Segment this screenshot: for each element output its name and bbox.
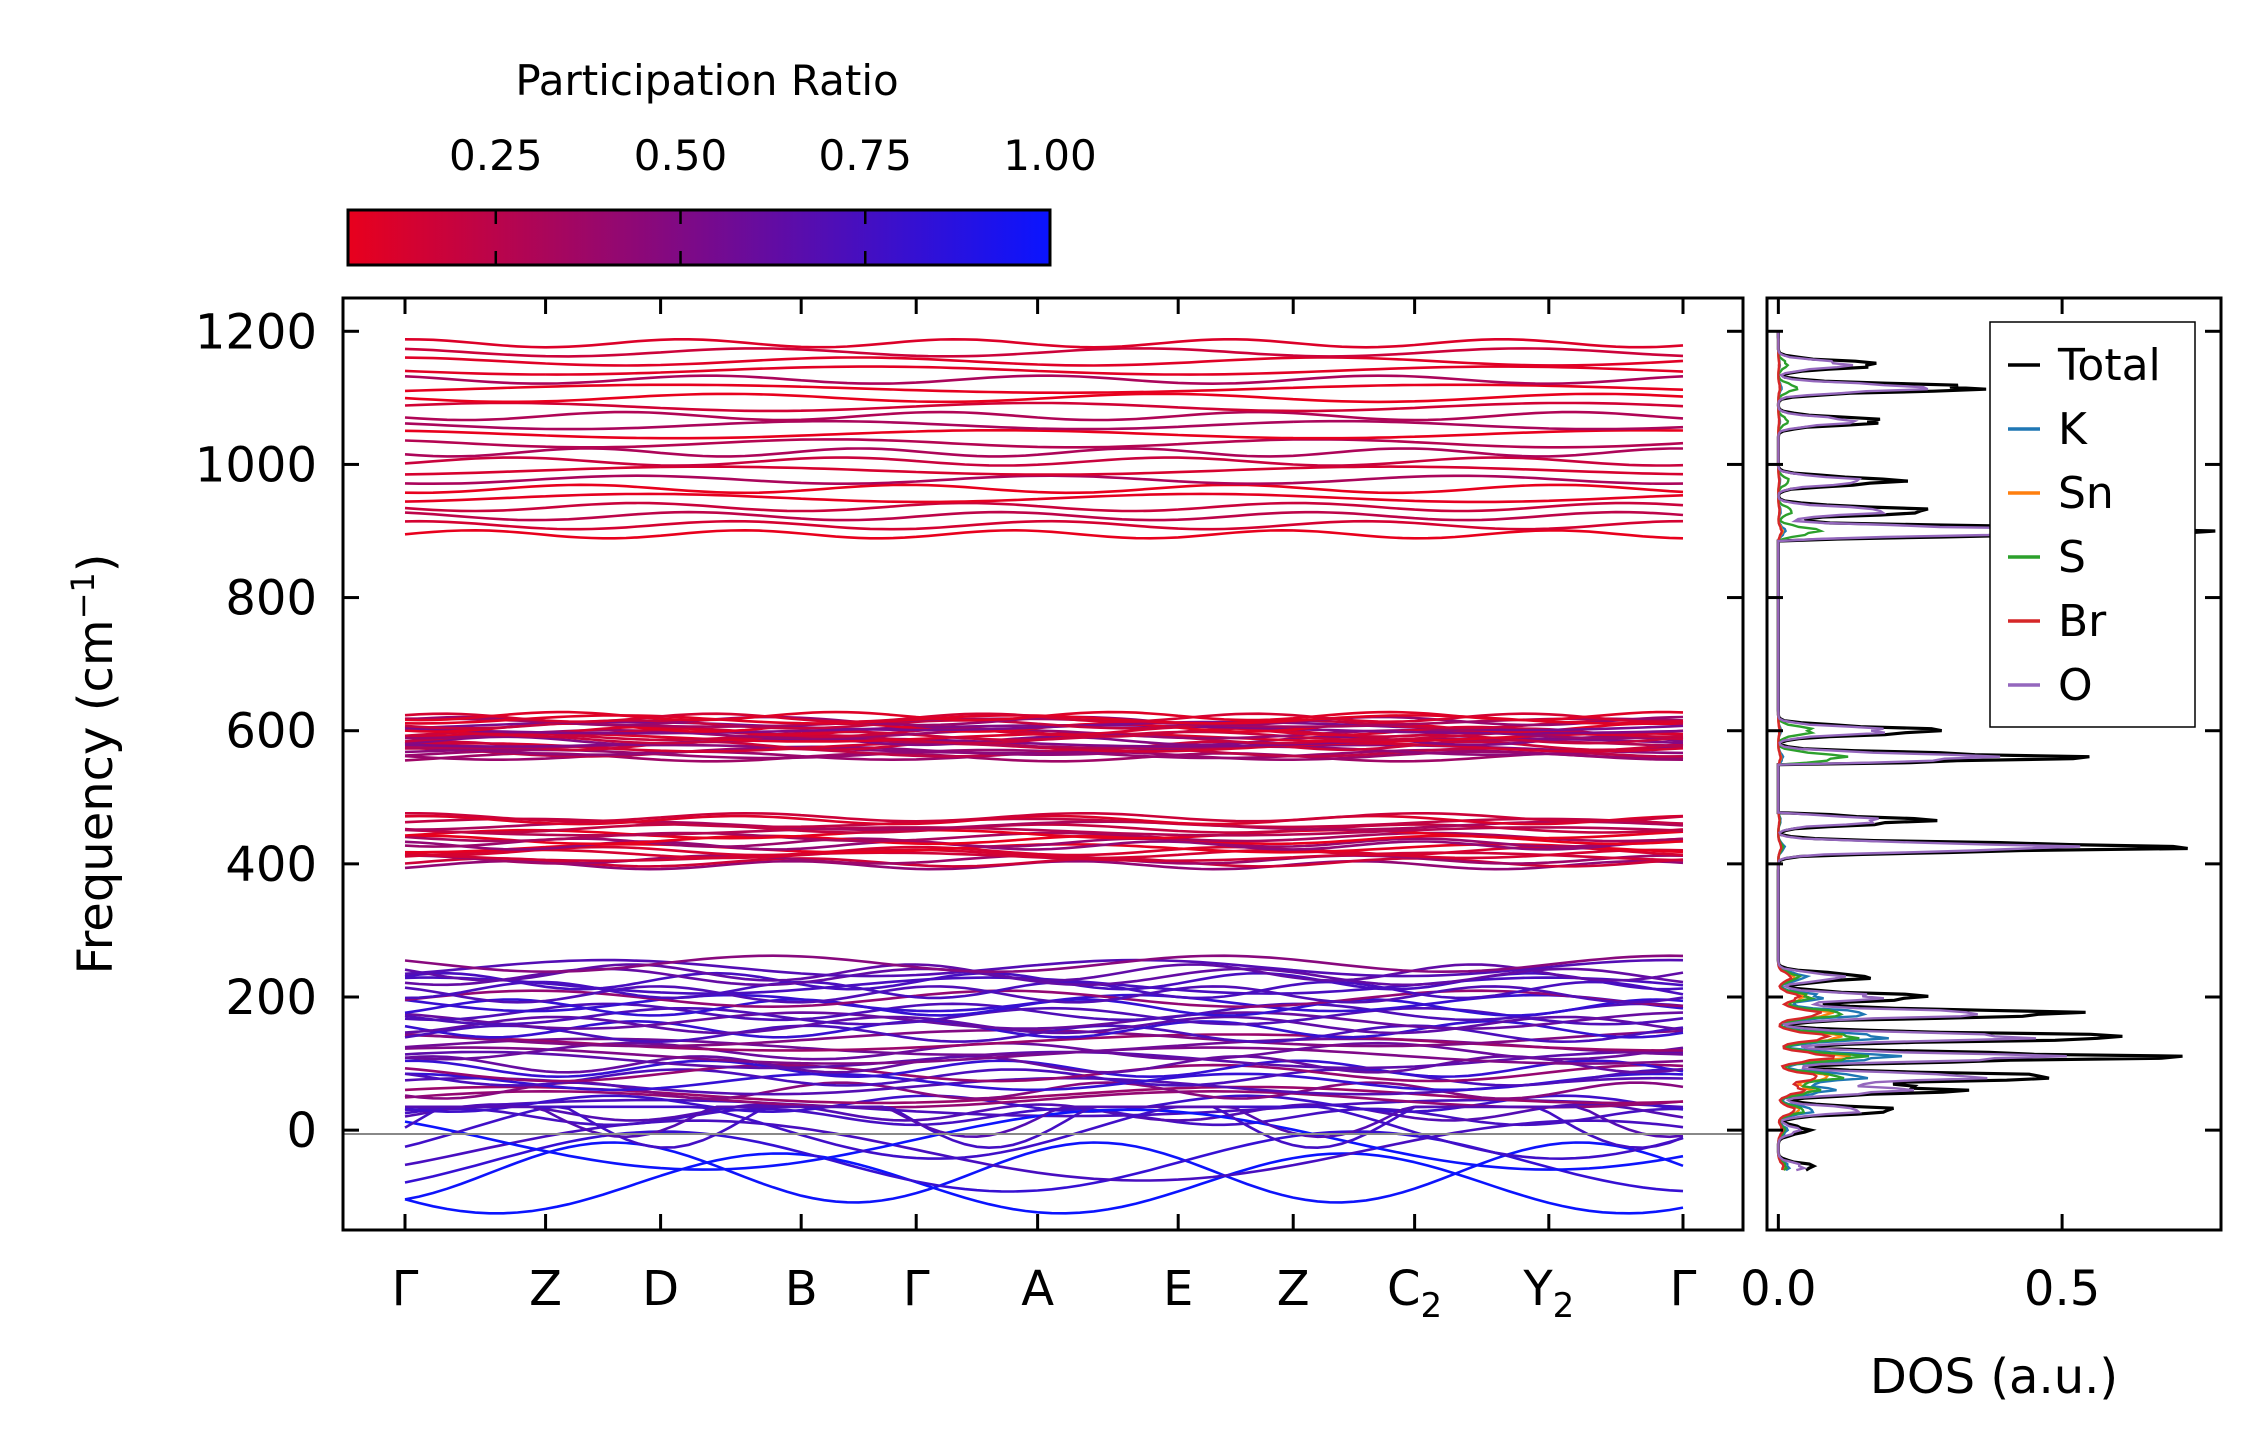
band-line [404, 1072, 1684, 1092]
kpoint-label: Γ [1670, 1261, 1697, 1317]
y-tick-label: 1000 [195, 437, 317, 493]
band-line [404, 356, 1684, 367]
band-line [404, 383, 1684, 395]
dos-x-tick-label: 0.0 [1740, 1261, 1816, 1317]
band-lines [404, 337, 1684, 1215]
kpoint-label: B [785, 1261, 818, 1317]
dos-line-br [1777, 331, 1836, 1171]
band-structure-panel: 0 200 400 600 800 1000 1200 Γ Z D B Γ A E Z C2 Y2 Γ Freq… [64, 296, 1745, 1326]
band-line [404, 501, 1684, 513]
band-line [404, 1152, 1684, 1215]
y-tick-label: 800 [225, 571, 317, 627]
kpoint-label: Z [529, 1261, 562, 1317]
y-axis-title: Frequency (cm−1) [64, 553, 124, 974]
band-line [404, 510, 1684, 522]
band-line [404, 1068, 1684, 1087]
band-line [404, 710, 1684, 722]
band-plot-frame [341, 296, 1745, 1232]
band-line [404, 392, 1684, 404]
band-line [404, 1141, 1684, 1204]
kpoint-label: Γ [903, 1261, 930, 1317]
legend-label-sn: Sn [2058, 468, 2114, 519]
legend-label-total: Total [2057, 340, 2161, 391]
band-line [404, 989, 1684, 1009]
kpoint-label: D [642, 1261, 679, 1317]
band-line [404, 401, 1684, 413]
dos-panel: 0.0 0.5 DOS (a.u.) Total K Sn S Br O [1740, 296, 2223, 1405]
band-line [404, 410, 1684, 422]
legend-label-k: K [2058, 404, 2088, 455]
legend-label-br: Br [2058, 596, 2107, 647]
colorbar-tick-label: 0.75 [819, 131, 913, 180]
band-line [404, 837, 1684, 848]
band-x-axis: Γ Z D B Γ A E Z C2 Y2 Γ [392, 298, 1697, 1326]
colorbar-tick-label: 0.25 [449, 131, 543, 180]
dos-line-o [1777, 331, 2116, 1172]
band-line [404, 429, 1684, 440]
band-line [404, 1002, 1684, 1022]
band-line [405, 811, 1684, 823]
y-tick-label: 0 [286, 1103, 317, 1159]
legend-items: Total K Sn S Br O [2008, 340, 2161, 711]
band-y-axis: 0 200 400 600 800 1000 1200 [195, 304, 1743, 1159]
colorbar-ticks: 0.25 0.50 0.75 1.00 [449, 131, 1097, 265]
band-line [404, 465, 1684, 476]
y-tick-label: 400 [225, 837, 317, 893]
colorbar: Participation Ratio 0.25 0.50 0.75 1.00 [346, 56, 1097, 267]
y-tick-label: 1200 [195, 304, 317, 360]
legend-label-o: O [2058, 660, 2093, 711]
band-line [404, 347, 1684, 358]
kpoint-label: Γ [392, 1261, 419, 1317]
dos-plot-frame [1765, 296, 2223, 1232]
band-line [404, 1046, 1684, 1065]
kpoint-label: Z [1277, 1261, 1310, 1317]
colorbar-tick-label: 1.00 [1003, 131, 1097, 180]
kpoint-label: Y2 [1522, 1261, 1574, 1326]
dos-x-axis-title: DOS (a.u.) [1870, 1349, 2118, 1405]
y-tick-label: 200 [225, 970, 317, 1026]
colorbar-title: Participation Ratio [515, 56, 898, 105]
band-line [404, 483, 1684, 495]
band-line [404, 374, 1684, 386]
band-line [404, 954, 1684, 974]
band-line [404, 419, 1684, 431]
band-line [404, 528, 1684, 540]
band-line [404, 438, 1684, 449]
band-line [404, 337, 1684, 349]
colorbar-gradient [346, 208, 1052, 267]
kpoint-label: A [1021, 1261, 1054, 1317]
kpoint-label: E [1163, 1261, 1193, 1317]
band-line [405, 1059, 1684, 1079]
legend-frame [1989, 321, 2196, 728]
band-line [404, 985, 1684, 1004]
band-line [404, 456, 1684, 467]
band-line [404, 447, 1683, 458]
colorbar-tick-label: 0.50 [634, 131, 728, 180]
kpoint-label: C2 [1387, 1261, 1442, 1326]
dos-x-tick-label: 0.5 [2024, 1261, 2100, 1317]
dos-axes: 0.0 0.5 [1740, 298, 2221, 1317]
band-line [404, 519, 1684, 531]
legend-label-s: S [2058, 532, 2086, 583]
dos-lines [1776, 331, 2216, 1172]
band-line [404, 492, 1684, 504]
band-line [404, 365, 1684, 376]
dos-legend: Total K Sn S Br O [1989, 321, 2196, 728]
band-line [404, 474, 1684, 485]
y-tick-label: 600 [225, 704, 317, 760]
band-line [404, 712, 1684, 724]
